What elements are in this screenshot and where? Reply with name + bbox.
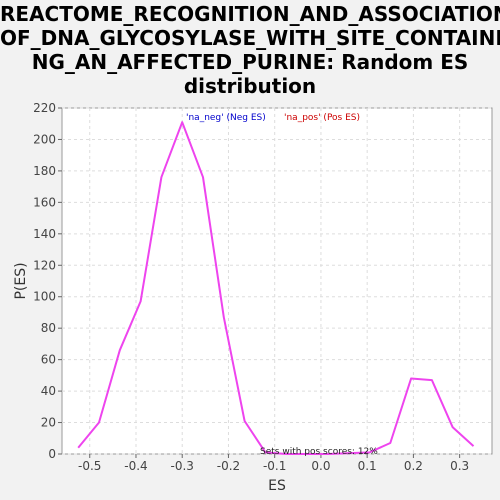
series-line xyxy=(77,121,475,455)
y-tick-label: 40 xyxy=(41,384,56,398)
x-axis-label: ES xyxy=(268,478,286,494)
pos-scores-annotation: Sets with pos scores: 12% xyxy=(260,447,378,457)
chart-title: REACTOME_RECOGNITION_AND_ASSOCIATION_ OF… xyxy=(0,2,500,98)
x-axis-ticks: -0.5 -0.4 -0.3 -0.2 -0.1 0.0 0.1 0.2 0.3 xyxy=(78,454,469,473)
y-tick-label: 180 xyxy=(33,164,56,178)
y-tick-label: 120 xyxy=(33,258,56,272)
y-tick-label: 220 xyxy=(33,101,56,115)
y-tick-label: 80 xyxy=(41,321,56,335)
x-tick-label: -0.5 xyxy=(78,459,101,473)
x-tick-label: -0.3 xyxy=(171,459,194,473)
y-axis-ticks: 0 20 40 60 80 100 120 140 160 180 200 220 xyxy=(33,101,62,461)
x-tick-label: -0.1 xyxy=(263,459,286,473)
y-tick-label: 140 xyxy=(33,227,56,241)
x-tick-label: 0.2 xyxy=(404,459,423,473)
x-tick-label: -0.4 xyxy=(124,459,147,473)
legend-pos-label: 'na_pos' (Pos ES) xyxy=(284,113,360,123)
chart-title-line-3: NG_AN_AFFECTED_PURINE: Random ES xyxy=(31,50,469,74)
legend-neg-label: 'na_neg' (Neg ES) xyxy=(186,113,266,123)
x-tick-label: -0.2 xyxy=(217,459,240,473)
y-tick-label: 200 xyxy=(33,132,56,146)
y-tick-label: 160 xyxy=(33,195,56,209)
series-lines xyxy=(77,121,475,455)
grid-lines xyxy=(62,107,492,455)
chart-title-line-1: REACTOME_RECOGNITION_AND_ASSOCIATION_ xyxy=(0,2,500,26)
y-axis-label: P(ES) xyxy=(13,262,29,299)
y-tick-label: 60 xyxy=(41,353,56,367)
x-tick-label: 0.3 xyxy=(450,459,469,473)
x-tick-label: 0.1 xyxy=(358,459,377,473)
x-tick-label: 0.0 xyxy=(311,459,330,473)
chart-title-line-4: distribution xyxy=(183,74,317,98)
y-tick-label: 100 xyxy=(33,290,56,304)
y-tick-label: 20 xyxy=(41,416,56,430)
chart-title-line-2: OF_DNA_GLYCOSYLASE_WITH_SITE_CONTAINI xyxy=(0,26,500,50)
plot-area xyxy=(61,107,493,455)
y-tick-label: 0 xyxy=(48,447,56,461)
